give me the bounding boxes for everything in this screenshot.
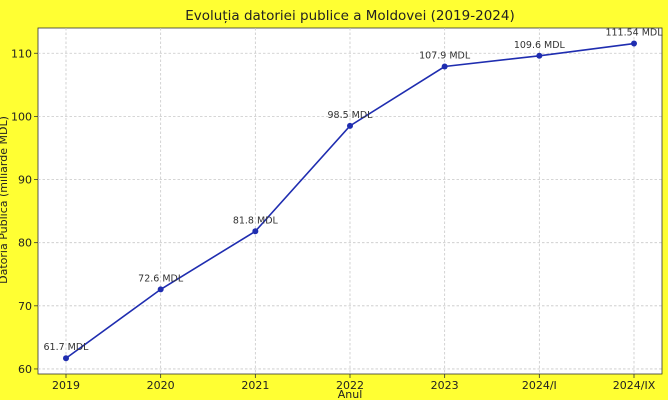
data-point: [252, 228, 259, 235]
chart-title: Evoluția datoriei publice a Moldovei (20…: [185, 8, 514, 24]
x-axis-label: Anul: [338, 388, 363, 400]
vertical-gridlines: [65, 28, 635, 374]
data-point: [631, 40, 637, 47]
x-axis-ticks: 2019 2020 2021 2022 2023 2024/I 2024/IX: [52, 374, 656, 392]
x-tick-label: 2024/I: [522, 379, 557, 392]
data-label: 61.7 MDL: [44, 342, 90, 353]
data-point: [157, 286, 164, 293]
x-tick-label: 2022: [336, 379, 364, 392]
data-label: 107.9 MDL: [419, 51, 471, 62]
x-tick-label: 2020: [147, 379, 175, 392]
y-tick-label: 100: [11, 110, 32, 123]
data-points: [63, 40, 637, 362]
x-tick-label: 2023: [431, 379, 459, 392]
data-point: [536, 52, 543, 59]
data-point: [347, 122, 353, 129]
y-tick-label: 90: [18, 174, 32, 187]
x-tick-label: 2019: [52, 379, 80, 392]
x-tick-label: 2021: [241, 379, 269, 392]
data-label: 111.54 MDL: [605, 28, 663, 39]
y-axis-label: Datoria Publică (miliarde MDL): [0, 116, 10, 284]
data-point: [441, 63, 448, 70]
x-tick-label: 2024/IX: [613, 379, 656, 392]
y-axis-ticks: 60 70 80 90 100 110: [11, 47, 38, 376]
data-labels: 61.7 MDL 72.6 MDL 81.8 MDL 98.5 MDL 107.9 MD…: [44, 28, 664, 354]
data-label: 109.6 MDL: [514, 40, 566, 51]
data-label: 98.5 MDL: [328, 110, 374, 121]
y-tick-label: 60: [18, 363, 32, 376]
data-label: 81.8 MDL: [233, 215, 279, 226]
data-point: [63, 355, 69, 362]
y-tick-label: 80: [18, 237, 32, 250]
y-tick-label: 110: [11, 47, 32, 60]
y-tick-label: 70: [18, 300, 32, 313]
data-label: 72.6 MDL: [138, 273, 184, 284]
